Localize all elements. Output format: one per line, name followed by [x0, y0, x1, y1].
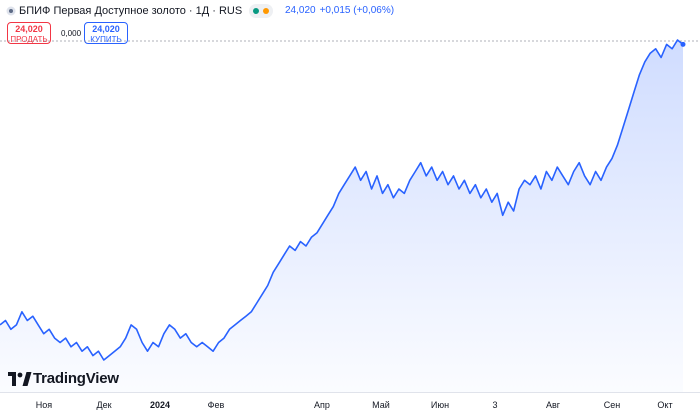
market-status-badge[interactable]	[249, 4, 273, 18]
price-change: +0,015 (+0,06%)	[319, 5, 395, 16]
time-axis-tick: 3	[492, 400, 498, 410]
time-axis-tick: Сен	[603, 400, 621, 410]
price-line	[0, 39, 684, 361]
time-axis[interactable]: Ноя Дек 2024 Фев Апр Май Июн 3 Авг Сен Окт	[0, 392, 700, 419]
price-chart[interactable]	[0, 0, 700, 392]
time-axis-tick: Фев	[207, 400, 225, 410]
time-axis-tick: Апр	[314, 400, 330, 410]
sell-button[interactable]: 24,020 ПРОДАТЬ	[7, 22, 51, 44]
buy-label: КУПИТЬ	[90, 35, 122, 44]
buy-price: 24,020	[92, 24, 120, 34]
time-axis-tick: Июн	[430, 400, 450, 410]
buy-button[interactable]: 24,020 КУПИТЬ	[84, 22, 128, 44]
time-axis-tick: Окт	[657, 400, 673, 410]
sell-price: 24,020	[15, 24, 43, 34]
time-axis-tick: Ноя	[35, 400, 53, 410]
time-axis-tick: Дек	[96, 400, 112, 410]
time-axis-tick: Авг	[545, 400, 561, 410]
tradingview-logo-text: TradingView	[33, 370, 119, 387]
price-area-fill	[0, 40, 683, 392]
spread-value: 0,000	[61, 29, 82, 38]
price-readout: 24,020 +0,015 (+0,06%)	[285, 5, 394, 16]
last-price: 24,020	[285, 5, 316, 16]
market-open-dot	[253, 8, 259, 14]
sell-label: ПРОДАТЬ	[10, 35, 48, 44]
symbol-title[interactable]: БПИФ Первая Доступное золото · 1Д · RUS	[19, 5, 243, 17]
tradingview-logo-icon	[8, 372, 32, 386]
chart-symbol-icon[interactable]	[6, 6, 16, 16]
time-axis-tick: 2024	[149, 400, 171, 410]
market-delay-dot	[263, 8, 269, 14]
last-price-dot	[680, 41, 686, 47]
time-axis-tick: Май	[372, 400, 390, 410]
chart-header: БПИФ Первая Доступное золото · 1Д · RUS …	[0, 0, 700, 22]
